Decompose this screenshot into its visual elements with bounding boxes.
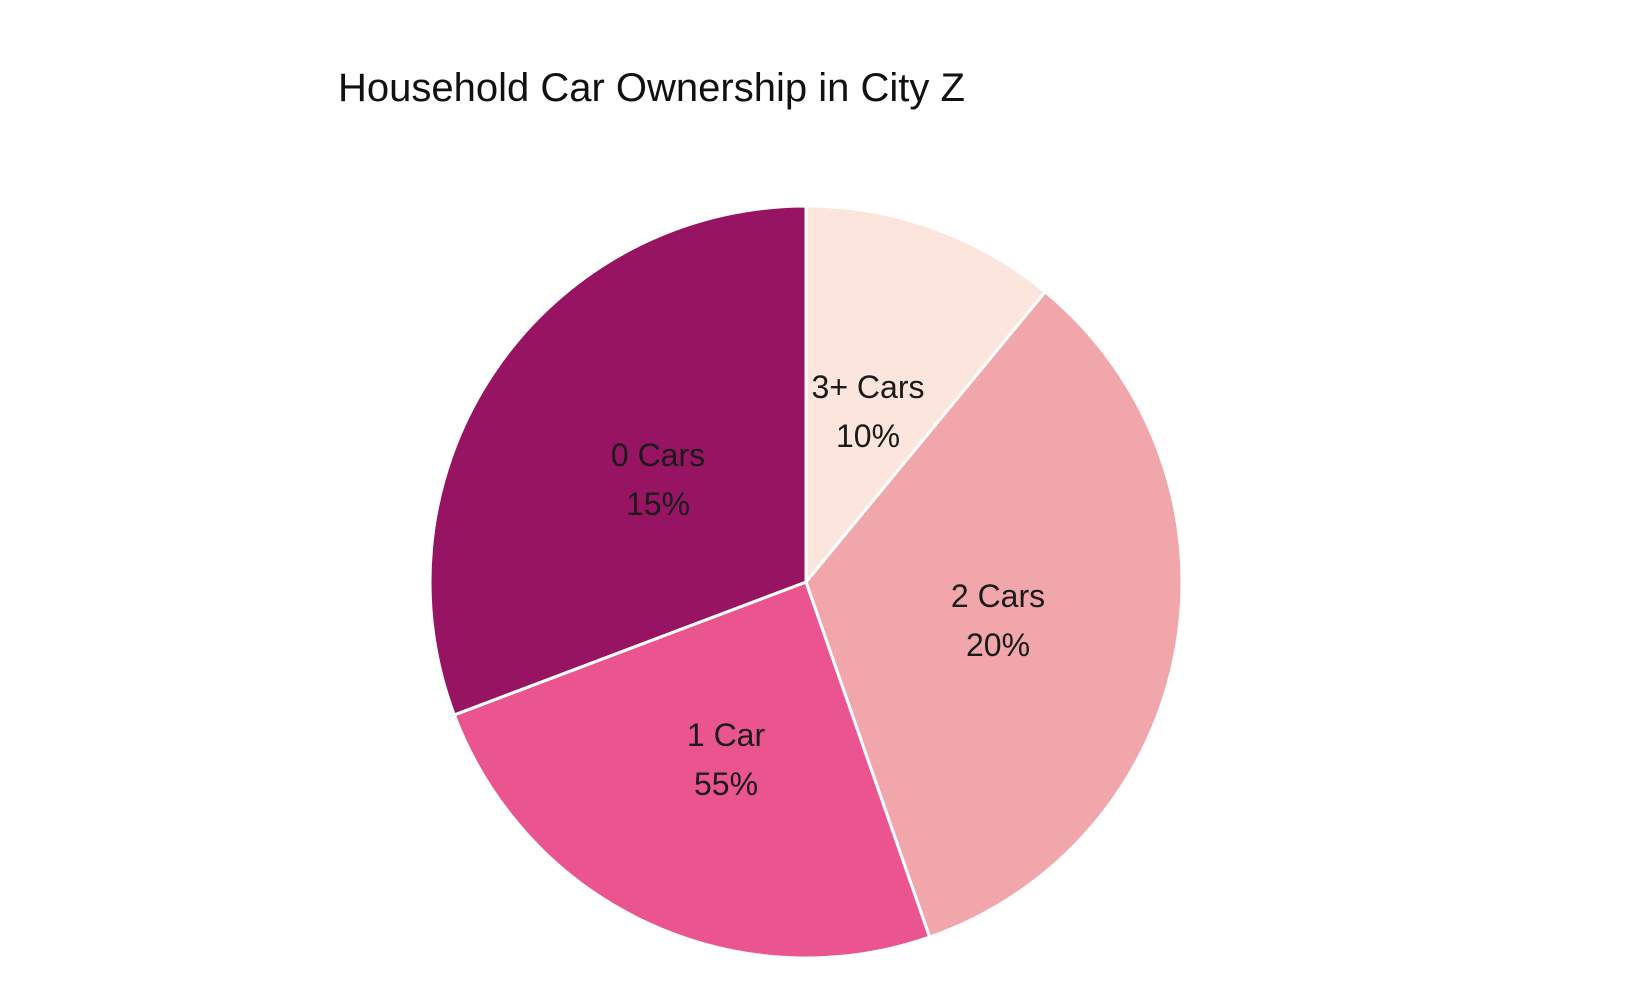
pie-slice-0-cars xyxy=(428,204,808,717)
pie-slice-1-car xyxy=(452,580,932,960)
slice-category-label: 2 Cars xyxy=(951,578,1045,614)
slice-category-label: 1 Car xyxy=(687,717,766,753)
slice-category-label: 0 Cars xyxy=(611,437,705,473)
slice-value-label: 20% xyxy=(966,627,1030,663)
slice-value-label: 55% xyxy=(694,766,758,802)
slice-value-label: 10% xyxy=(836,418,900,454)
pie-slice-2-cars xyxy=(804,290,1184,939)
chart-title: Household Car Ownership in City Z xyxy=(338,66,965,110)
slice-category-label: 3+ Cars xyxy=(812,369,925,405)
pie-labels: 3+ Cars 10% 2 Cars 20% 1 Car 55% 0 Cars 15% xyxy=(611,369,1045,802)
slice-value-label: 15% xyxy=(626,486,690,522)
pie-slices xyxy=(428,204,1184,960)
pie-slice-3-cars xyxy=(804,204,1047,584)
